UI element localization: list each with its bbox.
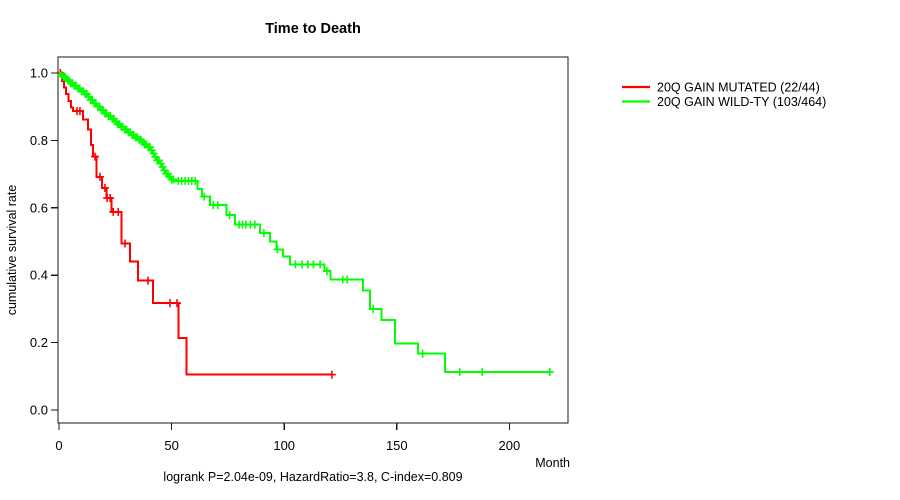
km-curve-20q-gain-mutated-22-44 (59, 72, 332, 376)
x-axis-label: Month (535, 456, 570, 470)
footer-stats: logrank P=2.04e-09, HazardRatio=3.8, C-i… (163, 470, 462, 484)
x-tick-label: 200 (499, 438, 521, 453)
y-tick-label: 0.0 (30, 403, 48, 418)
survival-curves-layer (56, 69, 554, 379)
x-tick-label: 0 (55, 438, 62, 453)
chart-title: Time to Death (265, 21, 361, 37)
legend-label-mutated: 20Q GAIN MUTATED (22/44) (657, 81, 820, 95)
legend-label-wildtype: 20Q GAIN WILD-TY (103/464) (657, 95, 826, 109)
y-axis-label: cumulative survival rate (5, 185, 19, 316)
y-tick-label: 0.4 (30, 268, 48, 283)
x-tick-label: 50 (164, 438, 178, 453)
plot-border (57, 56, 569, 424)
x-tick-label: 150 (386, 438, 408, 453)
x-tick-label: 100 (273, 438, 295, 453)
legend: 20Q GAIN MUTATED (22/44) 20Q GAIN WILD-T… (622, 81, 826, 109)
y-axis-ticks (51, 72, 58, 411)
y-axis-tick-labels: 0.0 0.2 0.4 0.6 0.8 1.0 (30, 66, 48, 418)
x-axis-ticks (58, 423, 510, 430)
km-curve-20q-gain-wild-ty-103-464 (59, 72, 550, 373)
y-tick-label: 0.6 (30, 200, 48, 215)
legend-item-wildtype: 20Q GAIN WILD-TY (103/464) (622, 95, 826, 109)
legend-item-mutated: 20Q GAIN MUTATED (22/44) (622, 81, 820, 95)
y-tick-label: 0.2 (30, 335, 48, 350)
censor-marks-20q-gain-wild-ty-103-464 (57, 71, 554, 376)
censor-marks-20q-gain-mutated-22-44 (56, 69, 336, 379)
y-tick-label: 1.0 (30, 66, 48, 81)
x-axis-tick-labels: 0 50 100 150 200 (55, 438, 520, 453)
y-tick-label: 0.8 (30, 133, 48, 148)
